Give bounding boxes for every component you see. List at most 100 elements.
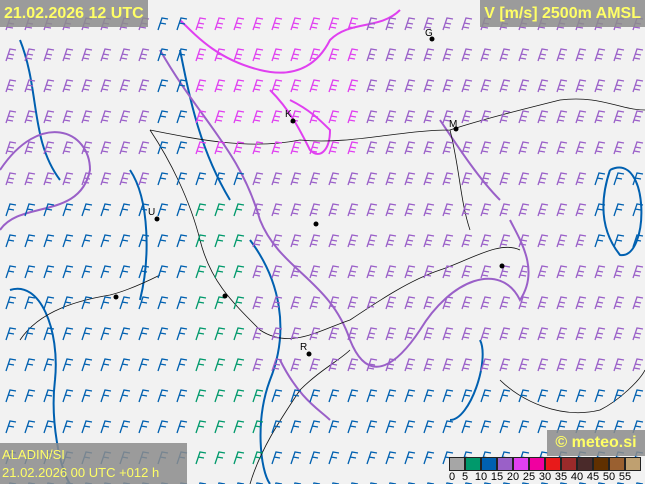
wind-barb bbox=[176, 420, 188, 434]
wind-barb bbox=[537, 420, 549, 434]
wind-barb bbox=[499, 234, 511, 248]
wind-barb bbox=[632, 296, 644, 310]
wind-barb bbox=[575, 141, 587, 155]
wind-barb bbox=[556, 203, 568, 217]
wind-barb bbox=[632, 389, 644, 403]
field-label: V [m/s] 2500m AMSL bbox=[480, 0, 645, 27]
wind-barb bbox=[24, 48, 36, 62]
wind-barb bbox=[214, 203, 226, 217]
wind-barb bbox=[176, 48, 188, 62]
wind-barb bbox=[518, 79, 530, 93]
wind-barb bbox=[613, 48, 625, 62]
wind-barb bbox=[461, 265, 473, 279]
wind-barb bbox=[537, 203, 549, 217]
wind-barb bbox=[24, 420, 36, 434]
wind-barb bbox=[100, 296, 112, 310]
wind-barb bbox=[271, 389, 283, 403]
wind-barb bbox=[499, 110, 511, 124]
wind-barb bbox=[499, 141, 511, 155]
wind-barb bbox=[347, 17, 359, 31]
wind-barb bbox=[556, 389, 568, 403]
wind-barb bbox=[366, 451, 378, 465]
wind-barb bbox=[404, 172, 416, 186]
wind-barb bbox=[138, 141, 150, 155]
wind-barb bbox=[594, 327, 606, 341]
legend-swatch bbox=[497, 457, 513, 471]
wind-barb bbox=[442, 203, 454, 217]
wind-barb bbox=[575, 110, 587, 124]
wind-barb bbox=[632, 203, 644, 217]
wind-barb bbox=[309, 141, 321, 155]
legend-tick: 0 bbox=[449, 471, 456, 483]
wind-barb bbox=[233, 265, 245, 279]
wind-barb bbox=[499, 48, 511, 62]
wind-barb bbox=[214, 451, 226, 465]
wind-barb bbox=[404, 79, 416, 93]
wind-barb bbox=[195, 327, 207, 341]
wind-barb bbox=[157, 327, 169, 341]
wind-barb bbox=[328, 296, 340, 310]
wind-barb bbox=[499, 327, 511, 341]
wind-barb bbox=[309, 451, 321, 465]
wind-barb bbox=[290, 172, 302, 186]
wind-barb bbox=[24, 234, 36, 248]
wind-barb bbox=[195, 79, 207, 93]
wind-barb bbox=[119, 420, 131, 434]
wind-barb bbox=[328, 79, 340, 93]
wind-barb bbox=[423, 389, 435, 403]
wind-barb bbox=[632, 234, 644, 248]
wind-barb bbox=[347, 79, 359, 93]
wind-barb bbox=[480, 203, 492, 217]
legend-tick: 25 bbox=[522, 471, 536, 483]
wind-barb bbox=[290, 203, 302, 217]
wind-barb bbox=[5, 79, 17, 93]
wind-barb bbox=[518, 420, 530, 434]
wind-barb bbox=[119, 79, 131, 93]
wind-barb bbox=[138, 296, 150, 310]
wind-barb bbox=[537, 234, 549, 248]
wind-barb bbox=[252, 203, 264, 217]
wind-barb bbox=[5, 265, 17, 279]
wind-barb bbox=[461, 296, 473, 310]
wind-barb bbox=[24, 110, 36, 124]
wind-barb bbox=[252, 327, 264, 341]
wind-barb bbox=[480, 141, 492, 155]
wind-barb bbox=[347, 234, 359, 248]
wind-barb bbox=[328, 172, 340, 186]
wind-barb bbox=[252, 48, 264, 62]
wind-barb bbox=[632, 172, 644, 186]
wind-barb bbox=[366, 203, 378, 217]
wind-barb bbox=[43, 172, 55, 186]
wind-barb bbox=[252, 296, 264, 310]
wind-barb bbox=[233, 79, 245, 93]
wind-barb bbox=[271, 327, 283, 341]
wind-barb bbox=[157, 265, 169, 279]
wind-barb bbox=[461, 17, 473, 31]
wind-barb bbox=[157, 141, 169, 155]
wind-barb bbox=[594, 110, 606, 124]
wind-barb bbox=[632, 48, 644, 62]
wind-barb bbox=[43, 327, 55, 341]
wind-barb bbox=[119, 234, 131, 248]
wind-barb bbox=[100, 420, 112, 434]
wind-barb bbox=[214, 327, 226, 341]
wind-barb bbox=[119, 358, 131, 372]
wind-barb bbox=[537, 172, 549, 186]
wind-barb bbox=[499, 296, 511, 310]
wind-barb bbox=[518, 203, 530, 217]
wind-barb bbox=[537, 265, 549, 279]
wind-barb bbox=[271, 265, 283, 279]
wind-barb bbox=[252, 17, 264, 31]
wind-barb bbox=[81, 48, 93, 62]
wind-barb bbox=[176, 141, 188, 155]
wind-barb bbox=[423, 48, 435, 62]
wind-barb bbox=[518, 141, 530, 155]
wind-barb bbox=[43, 141, 55, 155]
wind-barb bbox=[347, 389, 359, 403]
wind-barb bbox=[214, 296, 226, 310]
wind-barb bbox=[461, 172, 473, 186]
wind-barb bbox=[404, 141, 416, 155]
wind-barb bbox=[81, 203, 93, 217]
wind-barb bbox=[119, 389, 131, 403]
wind-barb bbox=[404, 420, 416, 434]
